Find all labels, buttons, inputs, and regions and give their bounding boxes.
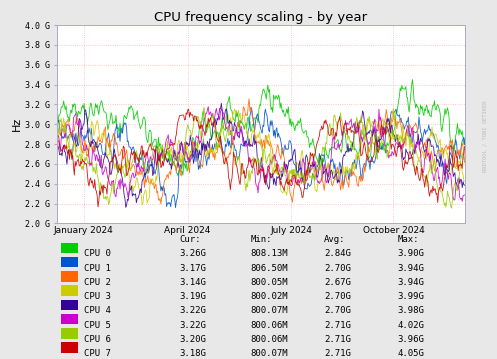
Text: 806.50M: 806.50M [251, 264, 288, 273]
Text: 800.06M: 800.06M [251, 335, 288, 344]
Text: 3.22G: 3.22G [179, 321, 206, 330]
Text: 2.84G: 2.84G [324, 250, 351, 258]
Text: CPU 7: CPU 7 [83, 349, 110, 358]
Text: 2.71G: 2.71G [324, 335, 351, 344]
Text: CPU 0: CPU 0 [83, 250, 110, 258]
Text: 3.98G: 3.98G [398, 307, 424, 316]
Text: 2.70G: 2.70G [324, 292, 351, 301]
Text: 800.07M: 800.07M [251, 307, 288, 316]
Text: 800.06M: 800.06M [251, 321, 288, 330]
Text: 3.99G: 3.99G [398, 292, 424, 301]
Text: Min:: Min: [251, 235, 272, 244]
Text: 3.26G: 3.26G [179, 250, 206, 258]
Text: 4.02G: 4.02G [398, 321, 424, 330]
Bar [61, 271, 78, 282]
Text: 3.19G: 3.19G [179, 292, 206, 301]
Title: CPU frequency scaling - by year: CPU frequency scaling - by year [155, 11, 367, 24]
Text: CPU 1: CPU 1 [83, 264, 110, 273]
Bar [61, 257, 78, 267]
Text: 3.18G: 3.18G [179, 349, 206, 358]
Text: CPU 4: CPU 4 [83, 307, 110, 316]
Text: 808.13M: 808.13M [251, 250, 288, 258]
Text: 3.22G: 3.22G [179, 307, 206, 316]
Bar [61, 314, 78, 325]
Text: 2.71G: 2.71G [324, 321, 351, 330]
Text: CPU 5: CPU 5 [83, 321, 110, 330]
Text: 2.70G: 2.70G [324, 307, 351, 316]
Text: 2.67G: 2.67G [324, 278, 351, 287]
Text: 3.96G: 3.96G [398, 335, 424, 344]
Text: 800.07M: 800.07M [251, 349, 288, 358]
Bar [61, 342, 78, 353]
Text: 800.05M: 800.05M [251, 278, 288, 287]
Text: Max:: Max: [398, 235, 419, 244]
Text: 800.02M: 800.02M [251, 292, 288, 301]
Text: 3.94G: 3.94G [398, 264, 424, 273]
Text: 4.05G: 4.05G [398, 349, 424, 358]
Bar [61, 328, 78, 339]
Bar [61, 243, 78, 253]
Y-axis label: Hz: Hz [12, 117, 22, 131]
Text: 3.90G: 3.90G [398, 250, 424, 258]
Text: CPU 2: CPU 2 [83, 278, 110, 287]
Bar [61, 285, 78, 296]
Text: 3.20G: 3.20G [179, 335, 206, 344]
Text: 3.17G: 3.17G [179, 264, 206, 273]
Text: CPU 6: CPU 6 [83, 335, 110, 344]
Bar [61, 300, 78, 310]
Text: 2.71G: 2.71G [324, 349, 351, 358]
Text: CPU 3: CPU 3 [83, 292, 110, 301]
Text: 3.14G: 3.14G [179, 278, 206, 287]
Text: RRDTOOL / TOBI OETIKER: RRDTOOL / TOBI OETIKER [482, 101, 487, 172]
Text: 3.94G: 3.94G [398, 278, 424, 287]
Text: Cur:: Cur: [179, 235, 201, 244]
Text: Avg:: Avg: [324, 235, 345, 244]
Text: 2.70G: 2.70G [324, 264, 351, 273]
